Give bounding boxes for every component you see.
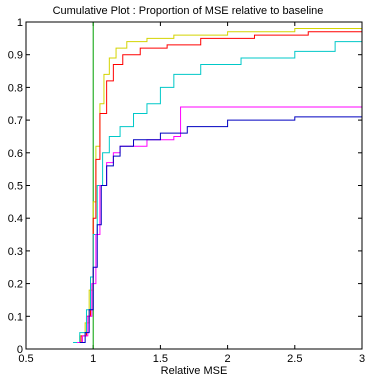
y-tick-label: 0.4 <box>8 213 23 225</box>
series-line-2 <box>74 25 363 343</box>
x-axis-label: Relative MSE <box>161 365 228 377</box>
y-tick-label: 0.8 <box>8 82 23 94</box>
y-tick-label: 0.7 <box>8 115 23 127</box>
axis-ticks: 0.5 1 1.5 2 2.5 3 0 0.1 0.2 0.3 0.4 0.5 0.6 0.7 0.8 0.9… <box>8 17 365 365</box>
x-tick-label: 0.5 <box>18 353 33 365</box>
series-line-4 <box>73 38 363 343</box>
y-tick-label: 0.2 <box>8 279 23 291</box>
series-line-6 <box>79 115 363 343</box>
x-tick-label: 2.5 <box>287 353 302 365</box>
series-line-1 <box>26 21 362 350</box>
chart-title: Cumulative Plot : Proportion of MSE rela… <box>53 5 324 17</box>
y-tick-label: 0.1 <box>8 311 23 323</box>
y-tick-label: 0.5 <box>8 181 23 193</box>
x-tick-label: 2 <box>225 353 231 365</box>
y-tick-label: 0 <box>17 344 23 356</box>
y-tick-label: 0.9 <box>8 50 23 62</box>
y-tick-label: 0.3 <box>8 246 23 258</box>
series-line-5 <box>77 106 362 343</box>
series-line-3 <box>75 30 363 343</box>
x-tick-label: 3 <box>359 353 365 365</box>
x-tick-label: 1 <box>90 353 96 365</box>
plot-frame <box>25 21 363 350</box>
y-tick-label: 0.6 <box>8 148 23 160</box>
x-tick-label: 1.5 <box>153 353 168 365</box>
y-tick-label: 1 <box>17 17 23 29</box>
series-group <box>26 21 363 350</box>
